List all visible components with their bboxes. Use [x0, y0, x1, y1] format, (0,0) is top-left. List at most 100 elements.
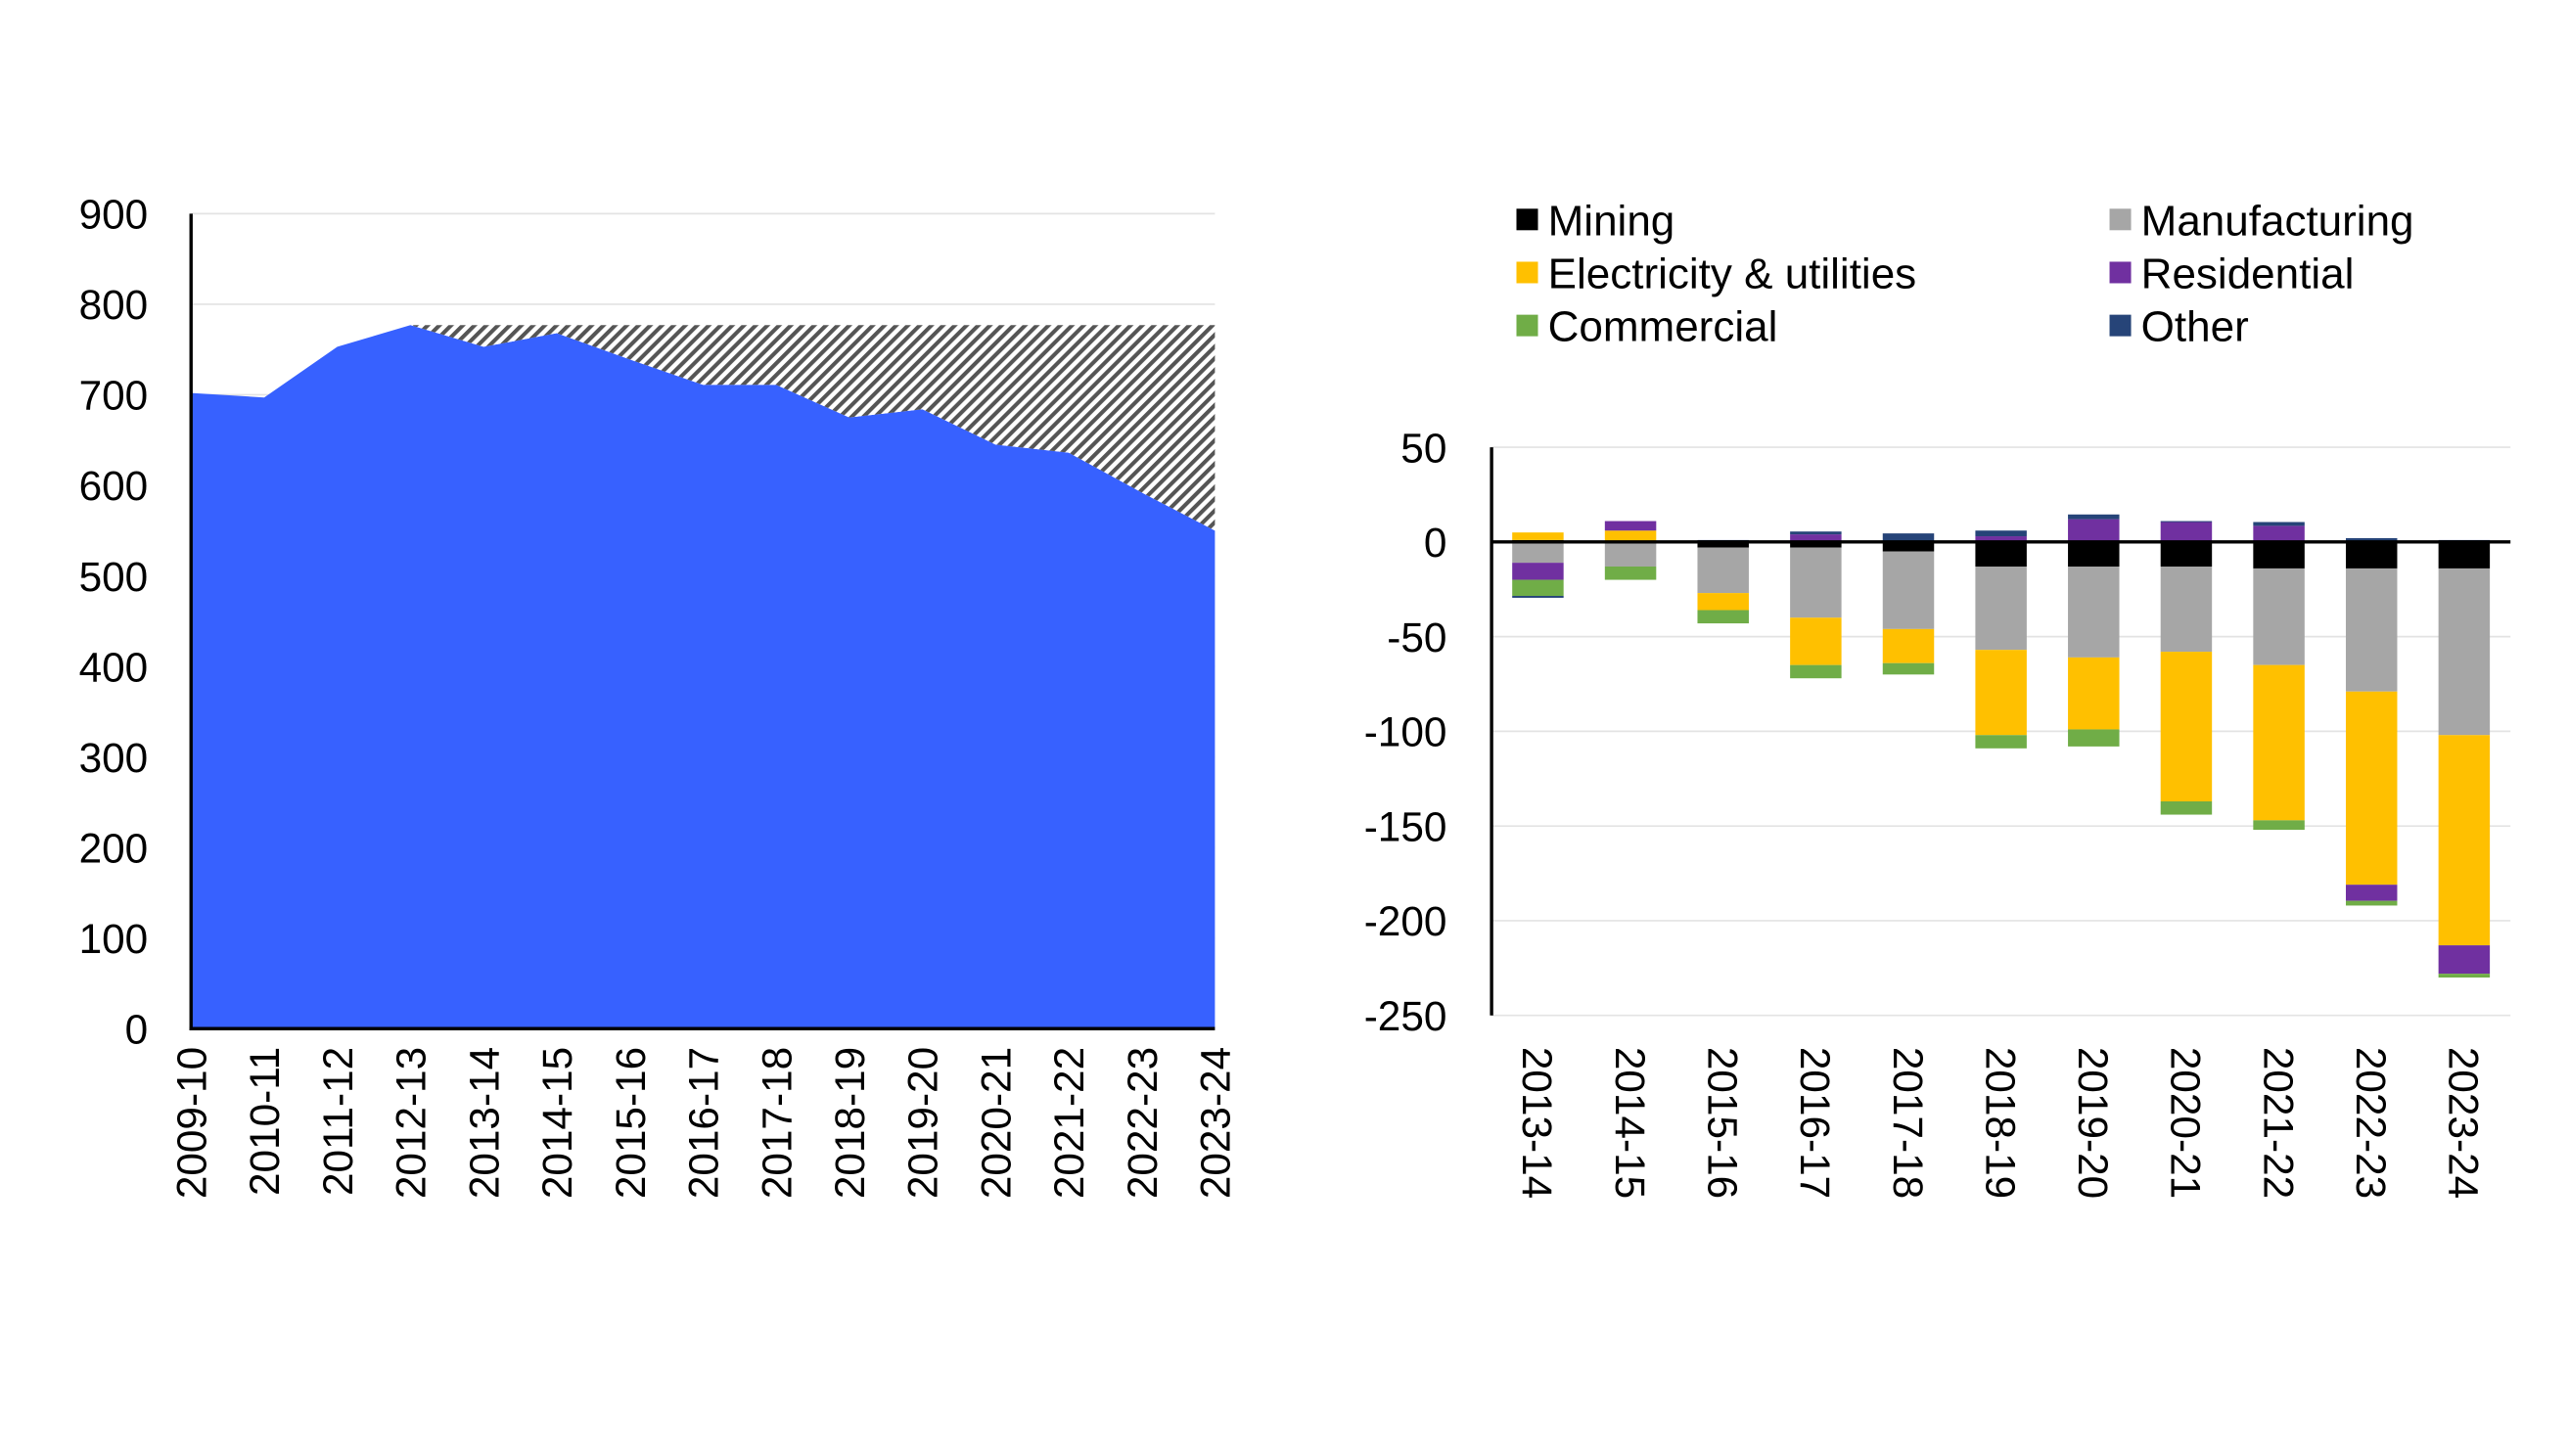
legend-swatch: [1516, 261, 1538, 284]
bar-segment: [2160, 652, 2213, 801]
y-tick-label: -100: [1364, 709, 1447, 755]
bar-segment: [1697, 610, 1749, 624]
y-tick-label: 800: [79, 282, 149, 328]
bar-segment: [1975, 650, 2027, 736]
bar-segment: [1604, 541, 1657, 567]
bar-segment: [1697, 547, 1749, 594]
y-tick-label: -150: [1364, 803, 1447, 849]
x-tick-label: 2014-15: [1607, 1047, 1653, 1199]
legend-label: Manufacturing: [2141, 197, 2414, 245]
legend-label: Electricity & utilities: [1548, 250, 1917, 298]
bar-segment: [2068, 519, 2120, 542]
bar-segment: [1882, 533, 1935, 542]
bar-segment: [2160, 522, 2213, 542]
bar-segment: [1790, 617, 1842, 665]
y-tick-label: 700: [79, 373, 149, 419]
legend-swatch: [2109, 314, 2132, 337]
x-tick-label: 2023-24: [1193, 1047, 1239, 1199]
x-tick-label: 2017-18: [1885, 1047, 1931, 1199]
bar-segment: [1604, 566, 1657, 580]
bar-segment: [2160, 800, 2213, 815]
bar-segment: [2345, 568, 2398, 692]
bar-segment: [1882, 541, 1935, 552]
bar-segment: [1790, 541, 1842, 548]
bar-segment: [1697, 593, 1749, 611]
left-area-chart: 0 100 200 300 400 500 600 700 800 900 2009-10 2010-…: [79, 192, 1239, 1200]
bar-segment: [2253, 568, 2305, 665]
bar-segment: [2160, 521, 2213, 523]
legend-swatch: [1516, 208, 1538, 231]
x-tick-label: 2017-18: [754, 1047, 800, 1199]
bar-segment: [2438, 541, 2491, 569]
x-tick-label: 2020-21: [973, 1047, 1019, 1199]
legend-label: Commercial: [1548, 303, 1778, 351]
bar-segment: [1882, 628, 1935, 663]
bar-segment: [2253, 522, 2305, 526]
bar-segment: [2068, 657, 2120, 730]
x-tick-label: 2016-17: [681, 1047, 727, 1199]
y-tick-label: 100: [79, 916, 149, 962]
y-tick-label: -200: [1364, 898, 1447, 944]
bar-segment: [2345, 541, 2398, 569]
y-tick-label: 500: [79, 554, 149, 600]
bar-segment: [2068, 514, 2120, 520]
legend-label: Residential: [2141, 250, 2355, 298]
bar-segment: [2160, 566, 2213, 653]
bar-segment: [2068, 729, 2120, 747]
y-tick-label: 900: [79, 192, 149, 238]
x-tick-label: 2022-23: [2348, 1047, 2394, 1199]
y-tick-label: 400: [79, 644, 149, 690]
legend-item: Other: [2109, 303, 2249, 351]
bar-segment: [2438, 735, 2491, 946]
bar-segment: [1512, 532, 1564, 540]
area-series-solid: [191, 325, 1216, 1029]
legend-swatch: [2109, 208, 2132, 231]
legend-swatch: [2109, 261, 2132, 284]
area-series-hatched: [410, 325, 1216, 531]
x-tick-label: 2011-12: [315, 1047, 361, 1196]
bar-segment: [1790, 547, 1842, 618]
bar-segment: [1975, 536, 2027, 542]
y-tick-label: -250: [1364, 993, 1447, 1039]
right-stacked-bar-chart: 50 0 -50 -100 -150 -200 -250 2013-14 2014-15 2015…: [1364, 197, 2511, 1199]
x-tick-label: 2018-19: [827, 1047, 873, 1199]
x-tick-label: 2021-22: [2255, 1047, 2301, 1199]
bar-segment: [2068, 566, 2120, 658]
y-tick-label: 200: [79, 825, 149, 871]
x-tick-label: 2019-20: [900, 1047, 946, 1199]
y-tick-label: 0: [1424, 520, 1447, 566]
x-tick-label: 2018-19: [1977, 1047, 2023, 1199]
x-tick-label: 2020-21: [2163, 1047, 2209, 1199]
bar-segment: [2345, 885, 2398, 901]
legend-swatch: [1516, 314, 1538, 337]
bar-segment: [2438, 568, 2491, 736]
y-tick-label: 50: [1400, 425, 1446, 471]
bar-segment: [2253, 525, 2305, 542]
x-tick-label: 2009-10: [168, 1047, 214, 1199]
legend: Mining Manufacturing Electricity & utiliti…: [1516, 197, 2414, 351]
bar-segment: [1975, 735, 2027, 749]
bar-segment: [1975, 566, 2027, 651]
x-tick-label: 2015-16: [608, 1047, 654, 1199]
bar-segment: [1604, 521, 1657, 531]
x-tick-label: 2019-20: [2070, 1047, 2116, 1199]
bar-segment: [2438, 945, 2491, 975]
legend-item: Manufacturing: [2109, 197, 2414, 245]
bar-segment: [2068, 541, 2120, 567]
bar-segment: [1975, 541, 2027, 567]
bar-segment: [1512, 595, 1564, 598]
bar-segment: [1697, 541, 1749, 548]
x-tick-label: 2010-11: [242, 1047, 288, 1196]
bar-segment: [1604, 530, 1657, 542]
bar-segment: [1975, 530, 2027, 537]
legend-label: Other: [2141, 303, 2249, 351]
bar-segment: [2345, 900, 2398, 906]
x-tick-label: 2021-22: [1046, 1047, 1092, 1199]
x-tick-label: 2014-15: [534, 1047, 580, 1199]
bar-segment: [1512, 563, 1564, 580]
legend-item: Electricity & utilities: [1516, 250, 1916, 298]
y-tick-label: -50: [1387, 614, 1446, 660]
bar-segment: [2438, 974, 2491, 978]
bar-segment: [2253, 664, 2305, 821]
bar-segment: [1882, 551, 1935, 629]
